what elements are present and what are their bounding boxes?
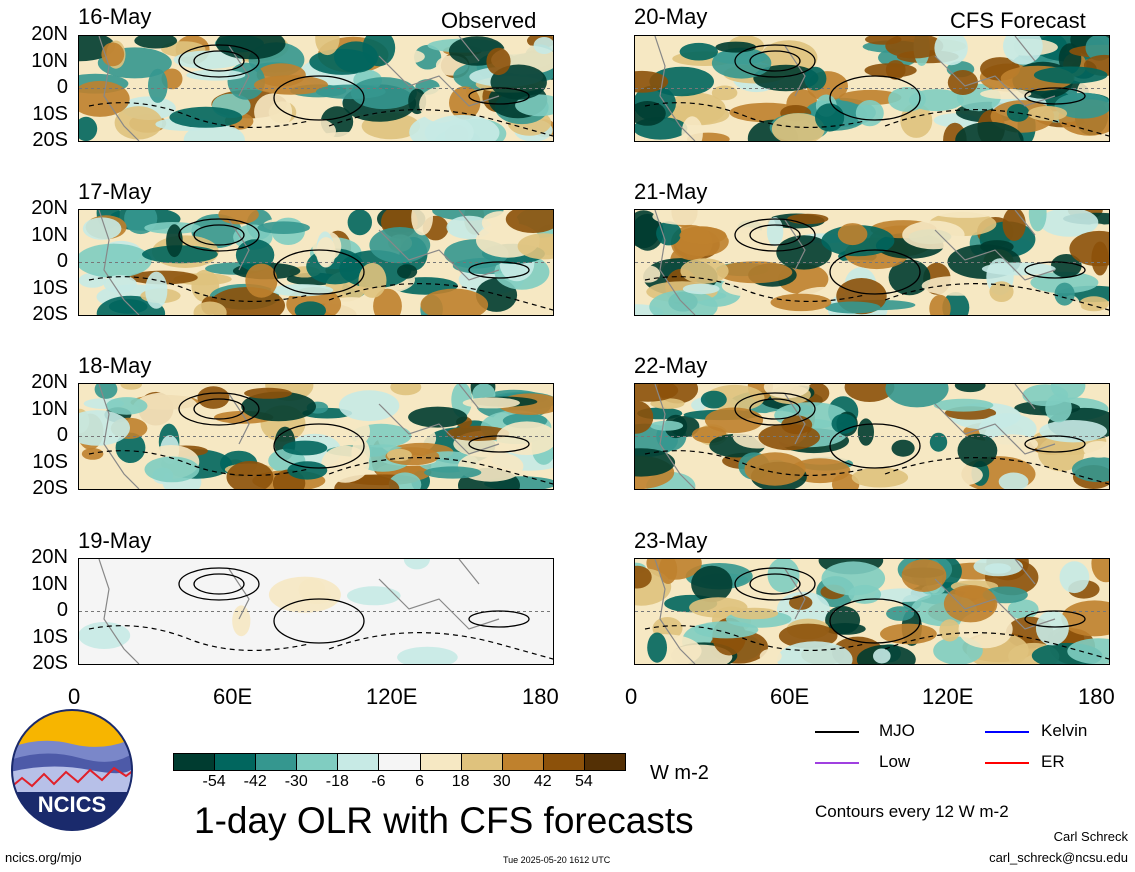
colorbar-units: W m-2 — [650, 762, 709, 784]
lon-tick-label: 120E — [366, 684, 418, 709]
lat-tick-label: 0 — [56, 76, 68, 98]
colorbar-tick-label: -42 — [243, 773, 267, 790]
observed-header: Observed — [441, 8, 537, 33]
olr-map-panel — [78, 209, 554, 316]
lat-tick-label: 20N — [31, 371, 68, 393]
footer-url[interactable]: ncics.org/mjo — [5, 850, 82, 865]
olr-map-panel — [634, 209, 1110, 316]
colorbar-cell — [501, 753, 544, 771]
colorbar-tick-label: 18 — [451, 773, 470, 790]
colorbar-cell — [214, 753, 257, 771]
panel-date-label: 21-May — [634, 179, 708, 204]
panel-date-label: 19-May — [78, 528, 152, 553]
lat-tick-label: 0 — [56, 250, 68, 272]
main-title: 1-day OLR with CFS forecasts — [194, 800, 694, 841]
lon-tick-label: 60E — [213, 684, 253, 709]
colorbar-cell — [583, 753, 626, 771]
panel-date-label: 18-May — [78, 353, 152, 378]
legend-label-er: ER — [1041, 752, 1065, 771]
lat-tick-label: 20N — [31, 23, 68, 45]
legend-label-kelvin: Kelvin — [1041, 721, 1088, 740]
olr-map-panel — [634, 35, 1110, 142]
panel-date-label: 22-May — [634, 353, 708, 378]
colorbar-tick-label: 30 — [492, 773, 511, 790]
lat-tick-label: 20S — [32, 652, 68, 674]
olr-map-panel — [634, 383, 1110, 490]
ncics-logo: NCICS — [10, 708, 134, 837]
colorbar-cell — [255, 753, 298, 771]
colorbar-tick-label: -54 — [202, 773, 226, 790]
lat-tick-label: 10S — [32, 450, 68, 473]
lat-tick-label: 20N — [31, 546, 68, 568]
lat-tick-label: 10S — [32, 276, 68, 299]
footer-email[interactable]: carl_schreck@ncsu.edu — [989, 850, 1128, 865]
lat-tick-label: 10N — [31, 397, 68, 420]
colorbar-cell — [419, 753, 462, 771]
lat-tick-label: 10S — [32, 625, 68, 648]
lat-tick-label: 20S — [32, 477, 68, 499]
lat-tick-label: 20N — [31, 197, 68, 219]
lon-tick-label: 180 — [522, 684, 559, 709]
colorbar-tick-label: 54 — [575, 773, 593, 790]
lat-tick-label: 10N — [31, 223, 68, 246]
colorbar-tick-label: -18 — [325, 773, 349, 790]
lat-tick-label: 0 — [56, 599, 68, 621]
panel-date-label: 20-May — [634, 4, 708, 29]
olr-map-panel — [634, 558, 1110, 665]
colorbar-cell — [173, 753, 216, 771]
colorbar-cell — [542, 753, 585, 771]
lon-tick-label: 60E — [770, 684, 810, 709]
contour-note: Contours every 12 W m-2 — [815, 802, 1009, 821]
logo-text: NCICS — [38, 792, 106, 817]
colorbar — [173, 753, 626, 771]
lat-tick-label: 10S — [32, 102, 68, 125]
legend-line-low — [815, 762, 859, 764]
colorbar-tick-label: -30 — [284, 773, 308, 790]
lat-tick-label: 20S — [32, 303, 68, 325]
colorbar-tick-label: 6 — [415, 773, 424, 790]
colorbar-ticks: -54 -42 -30 -18 -6 6 18 30 42 54 — [173, 773, 625, 793]
colorbar-cell — [378, 753, 421, 771]
legend-line-kelvin — [985, 731, 1029, 733]
lon-tick-label: 0 — [625, 684, 638, 709]
legend-line-mjo — [815, 731, 859, 733]
panel-date-label: 16-May — [78, 4, 152, 29]
lon-tick-label: 180 — [1078, 684, 1115, 709]
lat-tick-label: 10N — [31, 49, 68, 72]
panel-date-label: 23-May — [634, 528, 708, 553]
lat-tick-label: 0 — [56, 424, 68, 446]
legend-label-mjo: MJO — [879, 721, 915, 740]
legend: MJO Kelvin Low ER — [815, 718, 1125, 788]
lon-tick-label: 120E — [922, 684, 974, 709]
forecast-header: CFS Forecast — [950, 8, 1086, 33]
colorbar-tick-label: 42 — [533, 773, 552, 790]
footer-timestamp: Tue 2025-05-20 1612 UTC — [503, 855, 611, 865]
legend-label-low: Low — [879, 752, 911, 771]
lat-tick-label: 20S — [32, 129, 68, 151]
colorbar-cell — [296, 753, 339, 771]
olr-map-panel — [78, 383, 554, 490]
lon-tick-label: 0 — [68, 684, 81, 709]
panel-date-label: 17-May — [78, 179, 152, 204]
lat-tick-label: 10N — [31, 572, 68, 595]
colorbar-cell — [460, 753, 503, 771]
olr-map-panel — [78, 35, 554, 142]
colorbar-tick-label: -6 — [371, 773, 386, 790]
colorbar-cell — [337, 753, 380, 771]
legend-line-er — [985, 762, 1029, 764]
footer-author: Carl Schreck — [1053, 829, 1128, 844]
olr-map-panel — [78, 558, 554, 665]
